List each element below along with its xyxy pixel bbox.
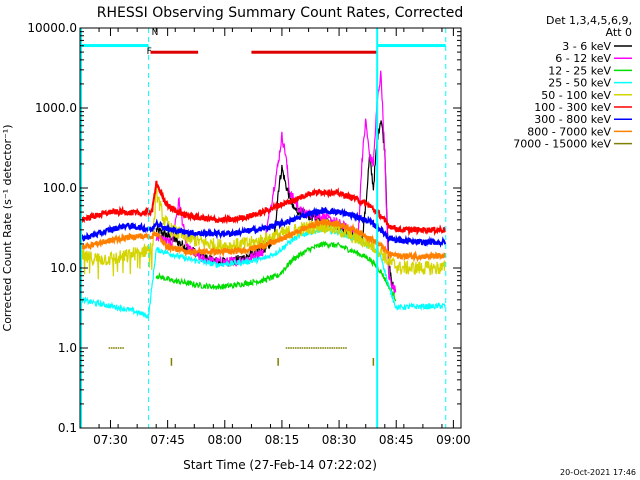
- series-line-100-300-kev: [80, 180, 447, 237]
- series-line-800-7000-kev: [80, 217, 447, 263]
- series-line-300-800-kev: [80, 206, 447, 248]
- flag-bar-5: [150, 50, 199, 54]
- legend-entry-label: 50 - 100 keV: [541, 89, 611, 102]
- axes: 10000.0 1000.0 100.0 10.0 1.0 0.1 07:30 07:45 08…: [27, 21, 470, 447]
- legend-entry-label: 7000 - 15000 keV: [513, 138, 611, 151]
- y-tick-label: 1.0: [58, 341, 77, 355]
- series-line-25-50-kev: [80, 225, 446, 319]
- legend-entry-label: 300 - 800 keV: [534, 113, 611, 126]
- x-axis-label: Start Time (27-Feb-14 07:22:02): [183, 458, 377, 472]
- flag-label: F: [147, 47, 152, 57]
- legend-entry-label: 25 - 50 keV: [548, 77, 611, 90]
- y-axis-label: Corrected Count Rate (s⁻¹ detector⁻¹): [1, 125, 14, 332]
- x-tick-label: 08:15: [265, 433, 300, 447]
- y-tick-label: 0.1: [58, 421, 77, 435]
- legend-header-line1: Det 1,3,4,5,6,9,: [546, 14, 632, 27]
- night-bar-4: [377, 44, 446, 48]
- y-tick-label: 100.0: [43, 181, 77, 195]
- flag-bar-6: [251, 50, 378, 54]
- chart-title: RHESSI Observing Summary Count Rates, Co…: [97, 5, 463, 21]
- legend-header-line2: Att 0: [606, 26, 632, 39]
- series-line-12-25-kev: [155, 240, 397, 302]
- y-tick-label: 10.0: [50, 261, 77, 275]
- night-bar-3: [80, 44, 149, 48]
- legend-entry-label: 800 - 7000 keV: [527, 125, 611, 138]
- y-tick-label: 1000.0: [35, 101, 77, 115]
- plot-area: NF: [80, 28, 447, 428]
- x-tick-label: 07:30: [93, 433, 128, 447]
- x-tick-label: 09:00: [436, 433, 471, 447]
- y-tick-label: 10000.0: [27, 21, 77, 35]
- footer-timestamp: 20-Oct-2021 17:46: [560, 468, 636, 477]
- night-label: N: [152, 28, 159, 38]
- x-tick-label: 08:45: [379, 433, 414, 447]
- legend-entry-label: 3 - 6 keV: [562, 40, 611, 53]
- legend-entry-label: 6 - 12 keV: [555, 52, 611, 65]
- legend-entry-label: 12 - 25 keV: [548, 64, 611, 77]
- x-tick-label: 08:30: [322, 433, 357, 447]
- legend-entry-label: 100 - 300 keV: [534, 101, 611, 114]
- x-tick-label: 08:00: [207, 433, 242, 447]
- series-line-50-100-kev: [80, 184, 446, 280]
- x-tick-label: 07:45: [150, 433, 185, 447]
